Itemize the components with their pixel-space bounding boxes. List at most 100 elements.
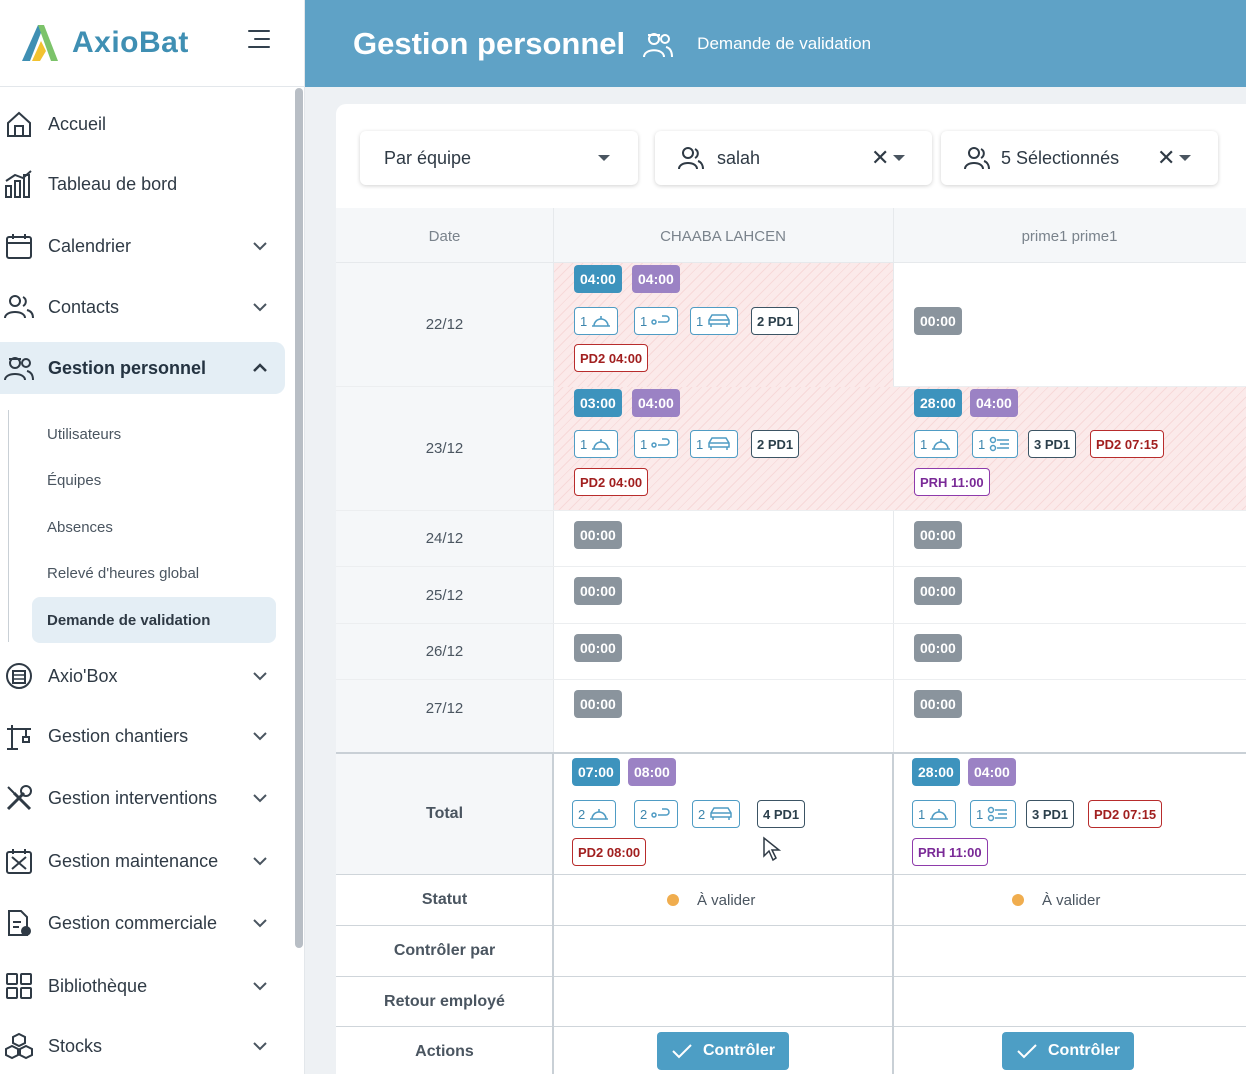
pd2-badge[interactable]: PD2 07:15 [1088,800,1163,828]
sidebar-scrollbar[interactable] [295,88,303,948]
chevron-down-icon[interactable] [250,913,270,933]
sidebar-item-gestion-interventions[interactable]: Gestion interventions [0,772,285,824]
hours-badge[interactable]: 00:00 [914,307,962,335]
vehicle-badge[interactable]: 2 [692,800,741,828]
meal-badge[interactable]: 1 [574,430,619,458]
sidebar-item-contacts[interactable]: Contacts [0,281,285,333]
pd1-badge[interactable]: 3 PD1 [1026,800,1075,828]
sidebar-sub-releve-heures[interactable]: Relevé d'heures global [47,564,200,582]
user-value: salah [717,147,761,168]
sidebar-item-axiobox[interactable]: Axio'Box [0,650,285,702]
chevron-down-icon[interactable] [250,236,270,256]
breadcrumb: Demande de validation [697,33,872,53]
pd1-badge[interactable]: 2 PD1 [751,430,800,458]
hours-badge[interactable]: 00:00 [914,577,962,605]
date-cell: 27/12 [336,680,553,736]
hours-badge[interactable]: 00:00 [914,521,962,549]
sidebar-item-label: Tableau de bord [48,173,178,194]
worked-hours-badge[interactable]: 28:00 [914,389,962,417]
chevron-down-icon[interactable] [250,851,270,871]
sidebar-item-gestion-chantiers[interactable]: Gestion chantiers [0,710,285,762]
prh-badge[interactable]: PRH 11:00 [914,468,990,496]
date-cell: 26/12 [336,624,553,679]
grouping-select[interactable]: Par équipe [360,131,638,185]
extra-hours-badge[interactable]: 04:00 [632,389,680,417]
hours-badge[interactable]: 00:00 [914,690,962,718]
pd2-badge[interactable]: PD2 07:15 [1090,430,1165,458]
pd2-badge[interactable]: PD2 08:00 [572,838,647,866]
status-label: Statut [421,891,468,908]
chevron-up-icon[interactable] [250,358,270,378]
meal-badge[interactable]: 1 [574,307,619,335]
worked-hours-badge[interactable]: 04:00 [574,265,622,293]
pd1-badge[interactable]: 4 PD1 [757,800,806,828]
equipment-badge[interactable]: 1 [972,430,1019,458]
equipment-icon [987,806,1008,822]
pd1-badge[interactable]: 3 PD1 [1028,430,1077,458]
user-select[interactable]: salah ✕ [655,131,932,185]
date-cell: 25/12 [336,567,553,623]
sidebar-item-label: Gestion chantiers [48,725,189,746]
trip-badge[interactable]: 1 [634,307,679,335]
total-worked-hours-badge[interactable]: 28:00 [912,758,960,786]
equipment-badge[interactable]: 1 [970,800,1017,828]
hours-badge[interactable]: 00:00 [574,690,622,718]
clear-icon[interactable]: ✕ [1157,145,1176,170]
hours-badge[interactable]: 00:00 [574,521,622,549]
hours-badge[interactable]: 00:00 [574,634,622,662]
total-worked-hours-badge[interactable]: 07:00 [572,758,620,786]
clear-icon[interactable]: ✕ [871,145,890,170]
caret-down-icon [893,155,905,161]
sidebar-item-tableau-de-bord[interactable]: Tableau de bord [0,158,285,210]
meal-badge[interactable]: 1 [912,800,957,828]
vehicle-badge[interactable]: 1 [690,430,739,458]
control-button[interactable]: Contrôler [1002,1032,1134,1070]
extra-hours-badge[interactable]: 04:00 [632,265,680,293]
chevron-down-icon[interactable] [250,788,270,808]
axiobat-logo-icon [22,25,58,61]
table-row: 23/12 [336,387,1246,511]
menu-toggle-icon[interactable] [248,30,272,50]
total-extra-hours-badge[interactable]: 04:00 [968,758,1016,786]
selection-select[interactable]: 5 Sélectionnés ✕ [941,131,1218,185]
chevron-down-icon[interactable] [250,1036,270,1056]
pd2-badge[interactable]: PD2 04:00 [574,468,649,496]
pd2-badge[interactable]: PD2 04:00 [574,344,649,372]
sidebar-sub-utilisateurs[interactable]: Utilisateurs [47,425,122,443]
chevron-down-icon[interactable] [250,666,270,686]
control-button[interactable]: Contrôler [657,1032,789,1070]
sidebar-sub-equipes[interactable]: Équipes [47,471,102,489]
trip-badge[interactable]: 1 [634,430,679,458]
status-badge: À valider [1012,875,1100,925]
chevron-down-icon[interactable] [250,726,270,746]
meal-badge[interactable]: 2 [572,800,617,828]
chevron-down-icon[interactable] [250,976,270,996]
hours-badge[interactable]: 00:00 [574,577,622,605]
pd1-badge[interactable]: 2 PD1 [751,307,800,335]
status-dot-icon [667,894,679,906]
actions-label: Actions [415,1043,474,1060]
sidebar-item-gestion-commerciale[interactable]: Gestion commerciale [0,897,285,949]
bar-chart-icon [2,167,36,201]
sidebar-item-accueil[interactable]: Accueil [0,98,285,150]
extra-hours-badge[interactable]: 04:00 [970,389,1018,417]
prh-badge[interactable]: PRH 11:00 [912,838,988,866]
sidebar-item-gestion-personnel[interactable]: Gestion personnel [0,342,285,394]
meal-icon [932,439,951,450]
worked-hours-badge[interactable]: 03:00 [574,389,622,417]
vehicle-badge[interactable]: 1 [690,307,739,335]
sidebar-item-bibliotheque[interactable]: Bibliothèque [0,960,285,1012]
sidebar-item-gestion-maintenance[interactable]: Gestion maintenance [0,835,285,887]
page-header: Gestion personnel Demande de validation [305,0,1246,87]
sidebar: AxioBat Accueil Tableau de bord Calendri… [0,0,305,1074]
hours-badge[interactable]: 00:00 [914,634,962,662]
sidebar-item-stocks[interactable]: Stocks [0,1020,285,1072]
sidebar-item-calendrier[interactable]: Calendrier [0,220,285,272]
chevron-down-icon[interactable] [250,297,270,317]
total-extra-hours-badge[interactable]: 08:00 [628,758,676,786]
caret-down-icon [598,155,610,161]
sidebar-sub-absences[interactable]: Absences [47,518,113,536]
trip-badge[interactable]: 2 [634,800,679,828]
meal-badge[interactable]: 1 [914,430,959,458]
sidebar-sub-demande-validation[interactable]: Demande de validation [32,597,276,643]
